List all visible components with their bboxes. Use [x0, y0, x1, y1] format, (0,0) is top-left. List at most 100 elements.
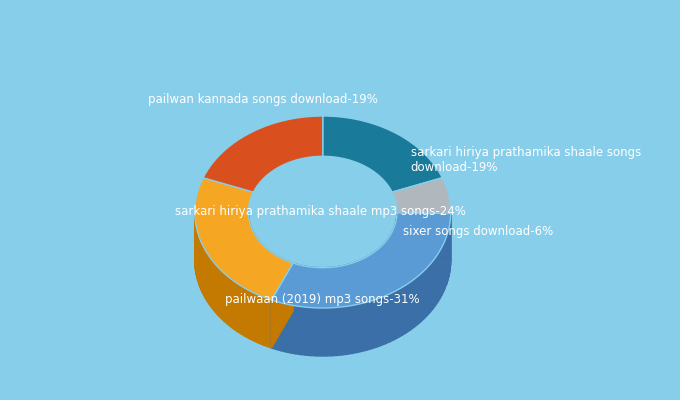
Polygon shape: [271, 263, 293, 348]
Text: sixer songs download-6%: sixer songs download-6%: [403, 226, 553, 238]
Polygon shape: [325, 268, 328, 316]
Polygon shape: [362, 258, 364, 308]
Polygon shape: [421, 271, 424, 322]
Polygon shape: [362, 302, 367, 352]
Polygon shape: [233, 280, 235, 330]
Polygon shape: [262, 245, 264, 294]
Text: sarkari hiriya prathamika shaale songs download-19%: sarkari hiriya prathamika shaale songs d…: [411, 146, 641, 174]
Polygon shape: [203, 116, 323, 192]
Polygon shape: [248, 290, 250, 339]
Polygon shape: [348, 264, 351, 312]
Polygon shape: [386, 238, 388, 288]
Polygon shape: [381, 296, 386, 346]
Polygon shape: [352, 304, 357, 354]
Polygon shape: [211, 258, 213, 309]
Polygon shape: [403, 285, 407, 335]
Polygon shape: [364, 257, 367, 306]
Polygon shape: [285, 260, 287, 309]
Polygon shape: [340, 266, 343, 314]
Polygon shape: [379, 246, 381, 296]
Polygon shape: [424, 268, 427, 319]
Polygon shape: [373, 251, 375, 301]
Polygon shape: [258, 239, 259, 288]
Polygon shape: [235, 282, 238, 332]
Polygon shape: [200, 239, 201, 290]
Polygon shape: [204, 248, 205, 298]
Polygon shape: [252, 230, 253, 279]
Polygon shape: [384, 242, 385, 292]
Polygon shape: [390, 232, 392, 282]
Polygon shape: [275, 255, 277, 304]
Polygon shape: [445, 236, 447, 288]
Polygon shape: [203, 245, 204, 296]
Polygon shape: [296, 306, 301, 354]
Polygon shape: [281, 258, 283, 307]
Polygon shape: [367, 301, 371, 350]
Polygon shape: [388, 236, 390, 286]
Polygon shape: [265, 297, 268, 347]
Polygon shape: [257, 294, 260, 344]
Polygon shape: [281, 303, 286, 352]
Polygon shape: [301, 265, 304, 314]
Polygon shape: [371, 253, 373, 302]
Polygon shape: [194, 178, 293, 300]
Polygon shape: [311, 308, 316, 356]
Polygon shape: [443, 240, 445, 292]
Polygon shape: [313, 267, 316, 316]
Polygon shape: [334, 267, 337, 315]
Polygon shape: [217, 266, 220, 316]
Text: sarkari hiriya prathamika shaale mp3 songs-24%: sarkari hiriya prathamika shaale mp3 son…: [175, 206, 466, 218]
Polygon shape: [345, 264, 348, 313]
Polygon shape: [397, 213, 451, 262]
Polygon shape: [197, 230, 198, 282]
Polygon shape: [357, 304, 362, 352]
Polygon shape: [427, 264, 430, 316]
Polygon shape: [207, 253, 209, 304]
Polygon shape: [326, 308, 332, 356]
Polygon shape: [343, 265, 345, 314]
Polygon shape: [293, 263, 296, 312]
Polygon shape: [347, 306, 352, 354]
Polygon shape: [342, 306, 347, 355]
Polygon shape: [296, 264, 299, 313]
Polygon shape: [238, 284, 241, 334]
Polygon shape: [307, 266, 310, 315]
Polygon shape: [291, 262, 293, 311]
Polygon shape: [224, 273, 226, 324]
Polygon shape: [392, 230, 393, 280]
Polygon shape: [198, 234, 199, 284]
Polygon shape: [250, 291, 254, 341]
Polygon shape: [375, 250, 377, 299]
Polygon shape: [209, 256, 211, 306]
Polygon shape: [437, 251, 440, 302]
Polygon shape: [386, 294, 390, 344]
Polygon shape: [269, 250, 270, 299]
Polygon shape: [276, 302, 281, 351]
Polygon shape: [266, 248, 267, 297]
Polygon shape: [226, 276, 229, 326]
Polygon shape: [331, 267, 334, 315]
Polygon shape: [354, 262, 356, 310]
Polygon shape: [220, 268, 222, 319]
Polygon shape: [271, 213, 451, 308]
Polygon shape: [385, 240, 386, 290]
Polygon shape: [442, 244, 443, 295]
Polygon shape: [287, 261, 289, 310]
Polygon shape: [291, 305, 296, 354]
Polygon shape: [369, 254, 371, 304]
Polygon shape: [407, 282, 410, 333]
Polygon shape: [447, 229, 449, 281]
Polygon shape: [414, 277, 418, 328]
Polygon shape: [283, 259, 285, 308]
Polygon shape: [259, 240, 260, 290]
Polygon shape: [418, 274, 421, 325]
Polygon shape: [267, 249, 269, 298]
Polygon shape: [410, 280, 414, 330]
Polygon shape: [201, 242, 203, 293]
Polygon shape: [440, 247, 442, 299]
Polygon shape: [397, 213, 451, 262]
Polygon shape: [394, 290, 398, 340]
Polygon shape: [435, 254, 437, 306]
Polygon shape: [261, 243, 262, 293]
Polygon shape: [244, 288, 248, 338]
